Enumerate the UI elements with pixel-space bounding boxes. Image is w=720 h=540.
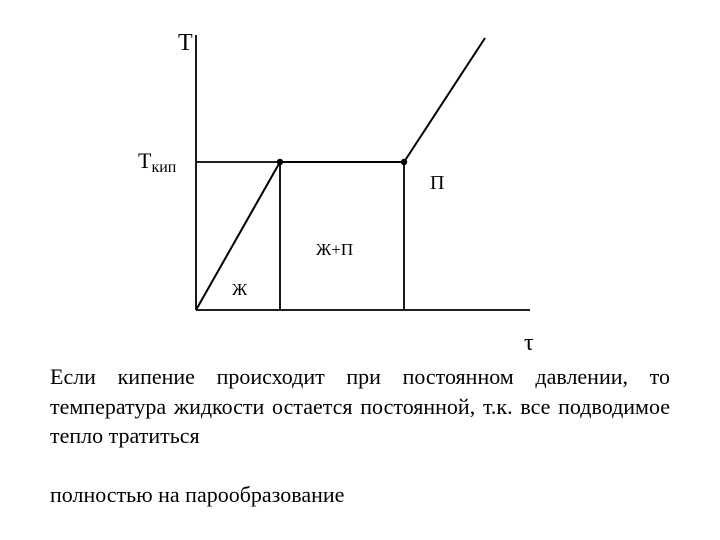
y-axis-label: T — [178, 30, 193, 57]
y-tick-label-tkip: Tкип — [138, 148, 176, 177]
x-axis-label: τ — [524, 330, 534, 357]
caption-text-line2: полностью на парообразование — [50, 480, 670, 510]
region-label-p: П — [430, 172, 444, 195]
phase-diagram — [0, 0, 720, 360]
region-label-zhp: Ж+П — [316, 240, 353, 260]
region-label-zh: Ж — [232, 280, 247, 300]
caption-text: Если кипение происходит при постоянном д… — [50, 362, 670, 451]
